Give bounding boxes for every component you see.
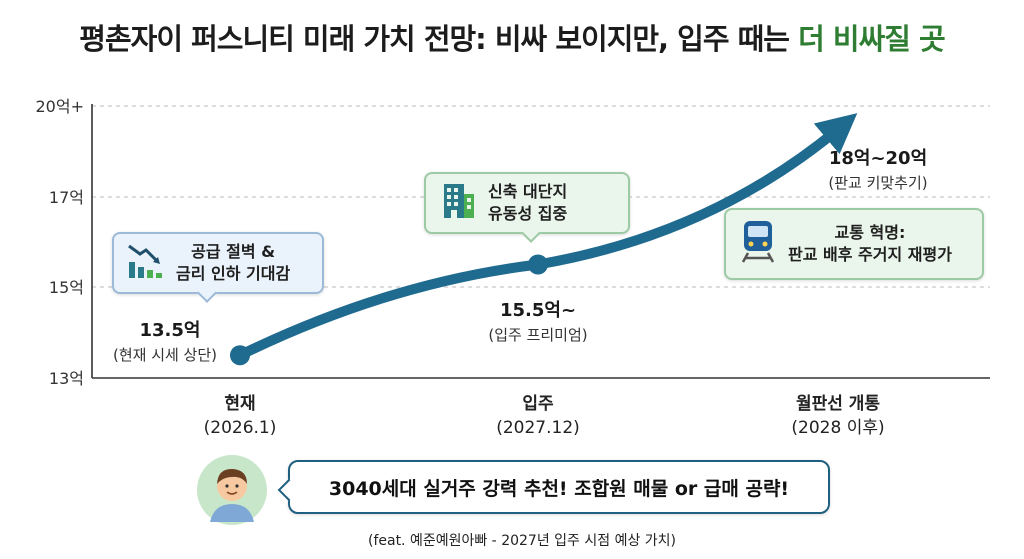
x-tick-sublabel: (2027.12) bbox=[496, 418, 580, 438]
data-point bbox=[230, 345, 250, 366]
data-note: (현재 시세 상단) bbox=[113, 346, 217, 364]
data-label: 13.5억 bbox=[140, 320, 201, 341]
title-highlight: 더 비싸질 곳 bbox=[798, 22, 946, 56]
x-tick-label: 월판선 개통 bbox=[796, 394, 880, 414]
data-note: (판교 키맞추기) bbox=[828, 174, 927, 192]
person-avatar-icon bbox=[196, 454, 268, 526]
data-note: (입주 프리미엄) bbox=[488, 326, 587, 344]
data-label: 18억~20억 bbox=[829, 148, 927, 169]
falling-chart-icon bbox=[126, 240, 166, 286]
speech-text: 3040세대 실거주 강력 추천! 조합원 매물 or 급매 공략! bbox=[328, 477, 790, 500]
callout-supply: 공급 절벽 & 금리 인하 기대감 bbox=[112, 232, 324, 303]
callout-transport-text: 교통 혁명: 판교 배후 주거지 재평가 bbox=[788, 223, 952, 264]
callout-supply-text: 공급 절벽 & 금리 인하 기대감 bbox=[176, 242, 291, 283]
x-tick-label: 입주 bbox=[522, 394, 554, 414]
title-main: 평촌자이 퍼스니티 미래 가치 전망: 비싸 보이지만, 입주 때는 bbox=[79, 22, 790, 56]
data-point bbox=[528, 254, 548, 275]
callout-liquidity-text: 신축 대단지 유동성 집중 bbox=[488, 182, 568, 223]
footer-note: (feat. 예준예원아빠 - 2027년 입주 시점 예상 가치) bbox=[367, 533, 676, 549]
y-tick-label: 17억 bbox=[49, 188, 84, 207]
page-title: 평촌자이 퍼스니티 미래 가치 전망: 비싸 보이지만, 입주 때는 더 비싸질… bbox=[0, 16, 1024, 58]
x-tick-sublabel: (2028 이후) bbox=[791, 418, 884, 438]
y-tick-label: 20억+ bbox=[36, 97, 85, 116]
x-tick-label: 현재 bbox=[224, 394, 255, 414]
callout-transport: 교통 혁명: 판교 배후 주거지 재평가 bbox=[724, 208, 984, 280]
x-tick-sublabel: (2026.1) bbox=[204, 418, 277, 438]
data-label: 15.5억~ bbox=[500, 300, 576, 321]
y-tick-label: 13억 bbox=[49, 369, 84, 388]
y-tick-label: 15억 bbox=[49, 278, 84, 297]
building-icon bbox=[438, 180, 478, 226]
speech-bubble: 3040세대 실거주 강력 추천! 조합원 매물 or 급매 공략! bbox=[277, 460, 830, 514]
train-icon bbox=[738, 218, 778, 270]
callout-liquidity: 신축 대단지 유동성 집중 bbox=[424, 172, 630, 243]
